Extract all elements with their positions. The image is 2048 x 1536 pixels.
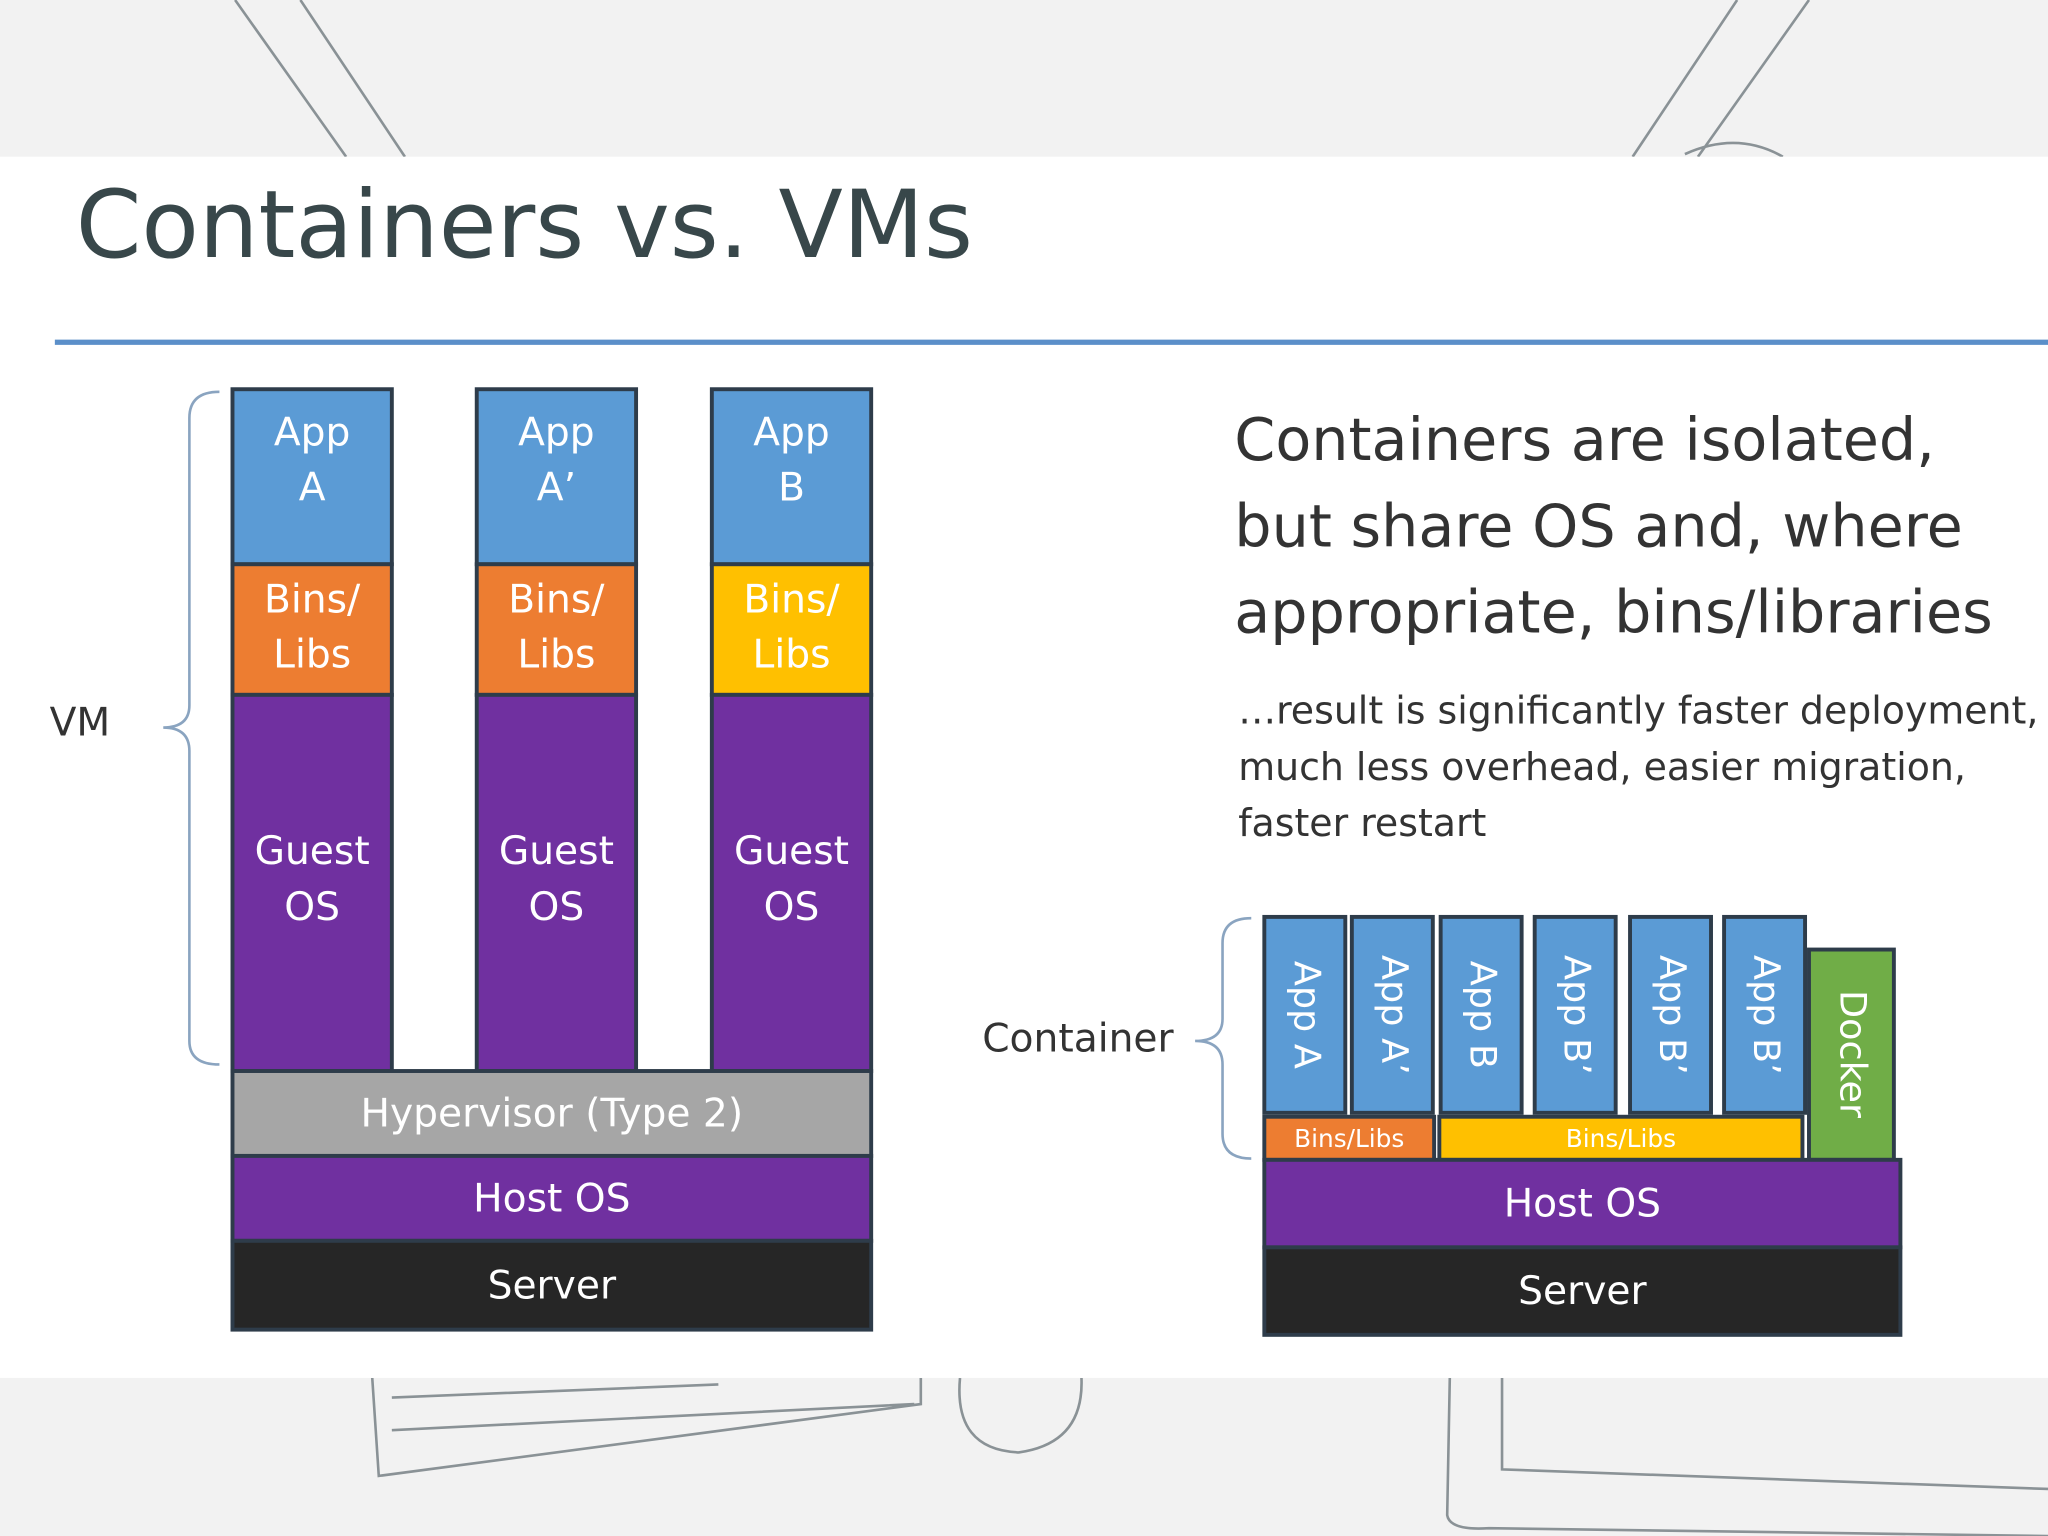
container-server-label: Server xyxy=(1518,1269,1647,1314)
description-heading: but share OS and, where xyxy=(1234,491,1963,560)
vm-host-os xyxy=(230,1153,874,1243)
container-bins xyxy=(1262,1114,1437,1162)
description-detail: much less overhead, easier migration, xyxy=(1238,745,1966,789)
vm-app-label: App xyxy=(274,410,351,455)
vm-label: VM xyxy=(50,700,111,745)
container-brace xyxy=(1195,916,1252,1160)
vm-guest-label: Guest xyxy=(255,829,370,874)
vm-server-label: Server xyxy=(488,1263,617,1308)
vm-app-label: B xyxy=(778,465,805,510)
docker xyxy=(1807,947,1896,1162)
vm-guest xyxy=(709,692,874,1073)
vm-host-os-label: Host OS xyxy=(473,1176,630,1221)
vm-bins-label: Libs xyxy=(753,632,831,677)
container-host-os-label: Host OS xyxy=(1504,1182,1661,1227)
vm-app xyxy=(709,387,874,567)
hypervisor-label: Hypervisor (Type 2) xyxy=(361,1092,744,1137)
container-bins-label: Bins/Libs xyxy=(1566,1124,1676,1153)
container-app-label: App B xyxy=(1462,961,1505,1069)
vm-guest xyxy=(230,692,394,1073)
vm-bins-label: Bins/ xyxy=(264,578,361,623)
keyboard-lines xyxy=(370,1377,2048,1536)
container-app xyxy=(1532,914,1618,1115)
vm-brace xyxy=(163,390,220,1066)
vm-app xyxy=(474,387,639,567)
vm-bins-label: Bins/ xyxy=(743,578,840,623)
title: Containers vs. VMs xyxy=(76,171,973,280)
vm-guest-label: Guest xyxy=(499,829,614,874)
container-app xyxy=(1349,914,1435,1115)
vm-bins-label: Libs xyxy=(273,632,351,677)
container-app xyxy=(1438,914,1524,1115)
container-app-label: App B’ xyxy=(1556,955,1599,1075)
description-heading: Containers are isolated, xyxy=(1234,405,1935,474)
vm-guest-label: OS xyxy=(284,885,340,930)
laptop-lines xyxy=(234,0,1811,158)
container-label: Container xyxy=(982,1016,1174,1061)
container-app xyxy=(1722,914,1808,1115)
vm-bins-label: Bins/ xyxy=(508,578,605,623)
vm-bins xyxy=(709,562,874,697)
container-app xyxy=(1262,914,1348,1115)
vm-guest-label: OS xyxy=(529,885,585,930)
vm-app-label: A’ xyxy=(537,465,576,510)
vm-app-label: App xyxy=(518,410,595,455)
hypervisor xyxy=(230,1069,874,1158)
container-app-label: App A xyxy=(1285,961,1328,1069)
docker-label: Docker xyxy=(1831,990,1874,1119)
container-server xyxy=(1262,1245,1903,1337)
container-app-label: App B’ xyxy=(1745,955,1788,1075)
vm-bins-label: Libs xyxy=(517,632,595,677)
description-detail: …result is significantly faster deployme… xyxy=(1238,689,2038,733)
description-detail: faster restart xyxy=(1238,801,1486,845)
container-app-label: App B’ xyxy=(1651,955,1694,1075)
container-bins-label: Bins/Libs xyxy=(1294,1124,1404,1153)
vm-guest-label: OS xyxy=(764,885,820,930)
sketch xyxy=(234,0,2048,1536)
vm-app xyxy=(230,387,394,567)
vm-app-label: A xyxy=(299,465,326,510)
vm-bins xyxy=(230,562,394,697)
vm-guest-label: Guest xyxy=(734,829,849,874)
vm-server xyxy=(230,1238,874,1332)
container-app-label: App A’ xyxy=(1373,955,1416,1075)
container-app xyxy=(1628,914,1713,1115)
vm-bins xyxy=(474,562,639,697)
description-heading: appropriate, bins/libraries xyxy=(1234,578,1992,647)
vm-app-label: App xyxy=(753,410,830,455)
vm-guest xyxy=(474,692,639,1073)
